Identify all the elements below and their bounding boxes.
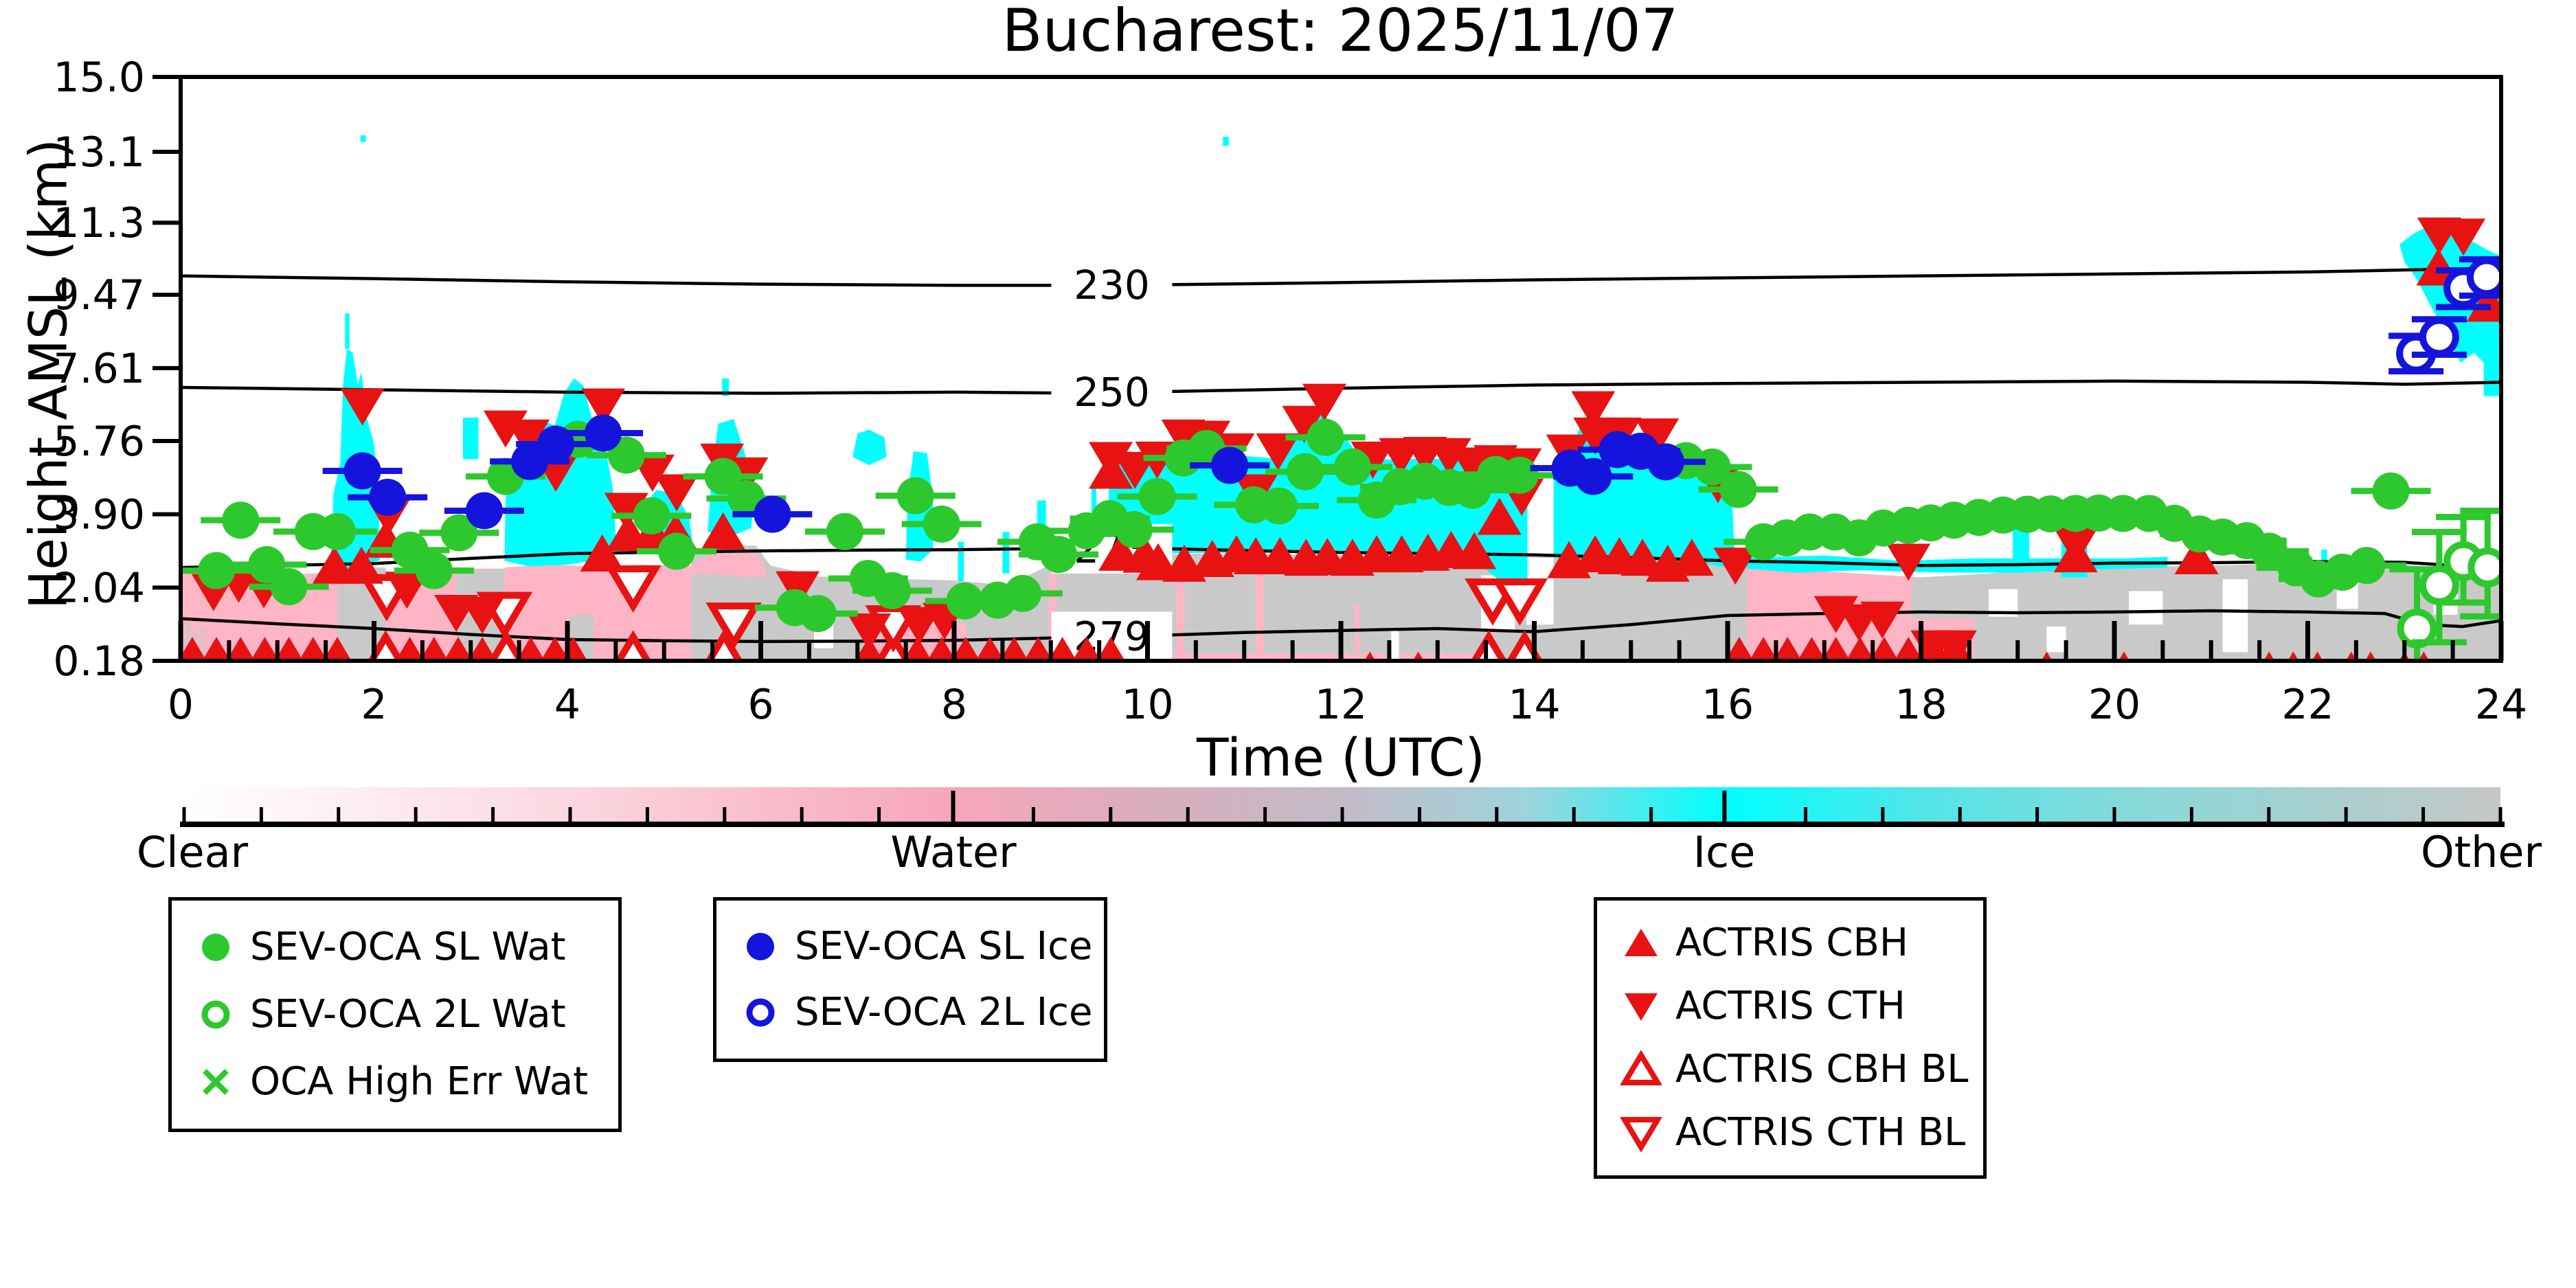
open-circle-icon: [195, 994, 236, 1035]
legend-item-oca-high-err-wat: OCA High Err Wat: [195, 1061, 618, 1103]
colorbar-label-water: Water: [890, 827, 1017, 877]
isotherm-label: 250: [1074, 369, 1150, 416]
filled-triangle-up-icon: [1620, 923, 1662, 964]
y-tick-label: 5.76: [53, 418, 145, 466]
legend-label: ACTRIS CBH: [1675, 920, 1909, 965]
series-sev-oca-sl-wat: [181, 418, 2431, 633]
colorbar-label-ice: Ice: [1693, 827, 1756, 877]
legend-item-actris-cth-bl: ACTRIS CTH BL: [1619, 1110, 1983, 1155]
x-tick-label: 20: [2088, 681, 2140, 729]
isotherm-label: 230: [1074, 262, 1150, 308]
plot-area: 230250273279: [181, 135, 2501, 661]
legend-actris-products: ACTRIS CBH ACTRIS CTH ACTRIS CBH BL ACTR…: [1594, 897, 1987, 1179]
open-circle-icon: [740, 992, 781, 1033]
x-tick-label: 2: [361, 681, 387, 729]
open-triangle-up-icon: [1619, 1049, 1663, 1090]
x-tick-label: 16: [1702, 681, 1754, 729]
legend-label: SEV-OCA 2L Ice: [795, 990, 1093, 1035]
filled-triangle-down-icon: [1620, 986, 1662, 1027]
x-tick-label: 14: [1508, 681, 1560, 729]
y-tick-label: 0.18: [53, 637, 145, 686]
y-tick-label: 13.1: [53, 128, 145, 177]
legend-item-sev-oca-2l-wat: SEV-OCA 2L Wat: [195, 994, 618, 1035]
filled-circle-icon: [740, 926, 781, 967]
y-tick-label: 9.47: [53, 271, 145, 319]
legend-item-sev-oca-sl-wat: SEV-OCA SL Wat: [195, 927, 618, 968]
x-tick-label: 12: [1315, 681, 1367, 729]
y-tick-label: 7.61: [53, 345, 145, 393]
x-tick-label: 18: [1895, 681, 1947, 729]
legend-label: OCA High Err Wat: [250, 1059, 589, 1104]
legend-item-actris-cbh-bl: ACTRIS CBH BL: [1619, 1047, 1983, 1092]
legend-label: SEV-OCA SL Ice: [795, 923, 1093, 969]
legend-label: ACTRIS CBH BL: [1675, 1047, 1969, 1092]
series-sev-oca-sl-ice: [322, 414, 1706, 533]
y-tick-label: 15.0: [53, 54, 145, 102]
scatter-series: [181, 217, 2501, 661]
chart-title: Bucharest: 2025/11/07: [1002, 0, 1679, 65]
legend-item-actris-cbh: ACTRIS CBH: [1620, 923, 1983, 964]
x-tick-label: 10: [1121, 681, 1173, 729]
y-tick-label: 2.04: [53, 564, 145, 612]
legend-item-sev-oca-sl-ice: SEV-OCA SL Ice: [740, 926, 1104, 967]
legend-label: ACTRIS CTH: [1675, 984, 1906, 1028]
x-tick-label: 6: [747, 681, 773, 729]
cloud-phase-background: [181, 135, 2501, 661]
x-mark-icon: [195, 1061, 236, 1103]
legend-item-sev-oca-2l-ice: SEV-OCA 2L Ice: [740, 992, 1104, 1033]
series-sev-oca-2l-ice: [2388, 256, 2501, 374]
colorbar-label-other: Other: [2420, 827, 2542, 877]
phase-colorbar: [180, 787, 2505, 827]
y-tick-label: 3.90: [53, 491, 145, 539]
x-tick-label: 4: [554, 681, 580, 729]
colorbar-label-clear: Clear: [136, 827, 249, 877]
legend-label: ACTRIS CTH BL: [1675, 1110, 1966, 1155]
x-tick-label: 8: [941, 681, 967, 729]
x-tick-label: 24: [2475, 681, 2527, 729]
y-tick-label: 11.3: [53, 199, 145, 247]
series-sev-oca-2l-wat: [2389, 507, 2501, 661]
x-axis-label: Time (UTC): [1196, 727, 1486, 788]
y-axis-label: Height AMSL (km): [17, 138, 79, 610]
legend-label: SEV-OCA 2L Wat: [250, 992, 566, 1037]
open-triangle-down-icon: [1619, 1112, 1663, 1153]
filled-circle-icon: [195, 927, 236, 968]
x-tick-label: 22: [2281, 681, 2334, 729]
legend-ice-products: SEV-OCA SL Ice SEV-OCA 2L Ice: [713, 897, 1107, 1062]
x-tick-label: 0: [168, 681, 194, 729]
legend-label: SEV-OCA SL Wat: [250, 925, 566, 969]
legend-item-actris-cth: ACTRIS CTH: [1620, 986, 1983, 1027]
legend-water-products: SEV-OCA SL Wat SEV-OCA 2L Wat OCA High E…: [168, 897, 622, 1132]
